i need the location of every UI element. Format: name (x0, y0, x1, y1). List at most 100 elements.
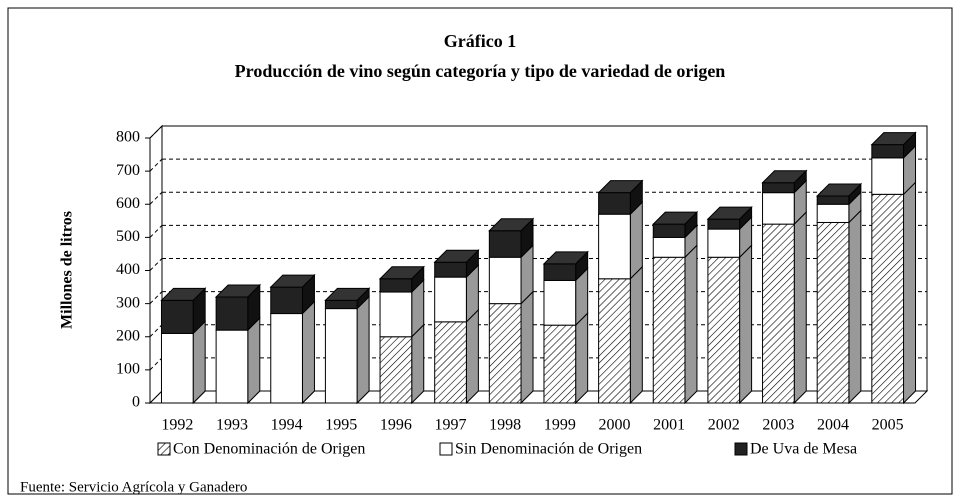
bar (762, 192, 795, 225)
bar (762, 182, 795, 194)
grid-line (149, 125, 163, 139)
bar (434, 321, 467, 404)
bar-side (411, 323, 425, 405)
x-tick-label: 1995 (325, 417, 357, 434)
bar (816, 203, 850, 223)
bar (379, 291, 413, 338)
bar (324, 308, 358, 404)
bar (707, 218, 741, 230)
bar (598, 192, 631, 215)
y-tick-label: 600 (116, 195, 140, 212)
x-tick-label: 1997 (435, 417, 467, 434)
bar-top (378, 266, 425, 280)
bar-side (848, 209, 862, 405)
bar-side (465, 308, 479, 405)
bar (488, 256, 522, 305)
x-tick-label: 1992 (161, 417, 193, 434)
bar-side (793, 210, 807, 405)
bar (215, 296, 249, 331)
x-tick-label: 1994 (271, 417, 303, 434)
bar (652, 236, 686, 258)
y-tick-label: 500 (116, 228, 140, 245)
y-tick-label: 300 (116, 294, 140, 311)
legend-swatch (157, 442, 171, 456)
x-tick-label: 1996 (380, 417, 412, 434)
y-tick-label: 200 (116, 327, 140, 344)
x-tick-label: 2001 (653, 417, 685, 434)
bar-side (192, 320, 206, 405)
bar-top (160, 287, 207, 301)
x-tick-label: 2000 (598, 417, 630, 434)
bar (160, 299, 194, 334)
bar (270, 313, 303, 404)
chart-subtitle: Producción de vino según categoría y tip… (235, 61, 726, 81)
bar (543, 324, 577, 404)
legend-label: Con Denominación de Origen (173, 441, 365, 458)
bar (816, 195, 850, 205)
bar-top (542, 251, 589, 265)
bar-side (629, 265, 643, 405)
legend-swatch (734, 442, 748, 456)
bar-top (815, 183, 863, 197)
grid-line (149, 357, 163, 371)
bar-top (597, 180, 644, 194)
x-tick-label: 2002 (708, 417, 740, 434)
bar-top (433, 249, 480, 263)
bar-top (488, 218, 535, 232)
bar (762, 223, 795, 404)
bar-top (269, 274, 316, 288)
floor (148, 390, 929, 404)
bar (871, 193, 905, 404)
bar (488, 230, 522, 258)
bar (871, 144, 905, 159)
bar-side (739, 244, 753, 405)
x-tick-label: 1998 (489, 417, 521, 434)
bar (324, 299, 358, 310)
bar (160, 332, 194, 404)
bar (270, 286, 303, 315)
legend-label: Sin Denominación de Origen (455, 441, 642, 458)
bar-top (324, 287, 371, 301)
grid-line (149, 158, 163, 172)
x-tick-label: 1999 (544, 417, 576, 434)
legend-swatch (439, 442, 453, 456)
bar-side (629, 200, 643, 280)
bar (598, 278, 631, 404)
bar-side (575, 311, 589, 405)
bar (434, 276, 467, 323)
bar-side (520, 290, 534, 405)
bar-top (761, 170, 808, 184)
y-axis-label: Millones de litros (59, 211, 76, 329)
bar (379, 278, 413, 293)
bar (598, 213, 631, 280)
bar-side (247, 316, 261, 405)
bar (543, 263, 577, 281)
x-tick-label: 2004 (817, 417, 849, 434)
y-tick-label: 700 (116, 162, 140, 179)
grid-line (149, 191, 163, 205)
x-tick-label: 2003 (762, 417, 794, 434)
bar (543, 279, 577, 326)
chart-title: Gráfico 1 (444, 31, 516, 51)
bar (215, 329, 249, 404)
bar (816, 221, 850, 404)
bar-side (301, 300, 315, 405)
frame (7, 7, 953, 495)
bar (379, 336, 413, 404)
bar (652, 223, 686, 238)
bar-side (356, 295, 370, 405)
x-tick-label: 1993 (216, 417, 248, 434)
y-tick-label: 100 (116, 361, 140, 378)
bar (871, 157, 905, 195)
grid-line (149, 225, 163, 238)
bar-top (652, 211, 699, 225)
y-tick-label: 0 (132, 394, 140, 411)
source-note: Fuente: Servicio Agrícola y Ganadero (20, 479, 247, 495)
grid-line (149, 258, 163, 271)
bar-top (706, 206, 753, 220)
bar (434, 261, 467, 278)
y-tick-label: 400 (116, 261, 140, 278)
y-tick-label: 800 (116, 129, 140, 146)
bar-top (870, 132, 917, 146)
